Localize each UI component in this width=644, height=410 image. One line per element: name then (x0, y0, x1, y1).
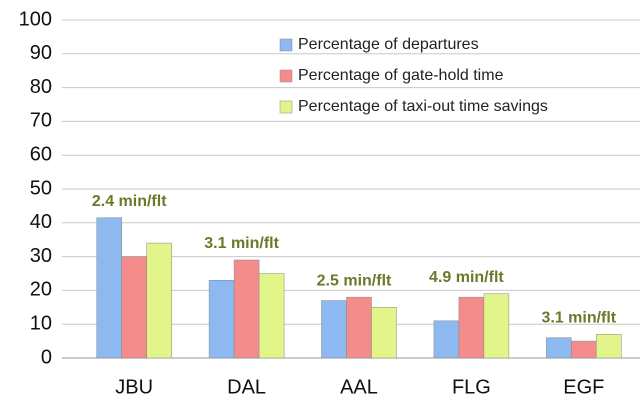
annotation: 2.4 min/flt (92, 193, 167, 210)
bar (121, 256, 147, 359)
y-tick-label: 100 (19, 8, 52, 30)
x-tick-label: EGF (563, 376, 604, 398)
bar (233, 259, 260, 359)
bar (596, 334, 622, 359)
legend-label: Percentage of departures (298, 36, 479, 53)
bar (208, 280, 235, 359)
bar (96, 217, 122, 359)
annotation: 4.9 min/flt (429, 269, 504, 286)
bar (346, 296, 372, 359)
y-tick-label: 50 (30, 177, 52, 199)
y-tick-label: 20 (30, 279, 52, 301)
legend-label: Percentage of gate-hold time (298, 67, 504, 84)
bar (321, 300, 347, 359)
bar (546, 337, 572, 359)
legend-label: Percentage of taxi-out time savings (298, 98, 548, 115)
annotation: 2.5 min/flt (317, 272, 392, 289)
legend-swatch (279, 38, 293, 52)
bar (571, 340, 597, 359)
bar (458, 296, 485, 359)
bar (483, 293, 510, 359)
y-tick-label: 30 (30, 245, 52, 267)
y-tick-label: 70 (30, 110, 52, 132)
bar (258, 273, 285, 359)
y-tick-label: 40 (30, 211, 52, 233)
annotation: 3.1 min/flt (204, 235, 279, 252)
bar (371, 307, 397, 359)
y-tick-label: 80 (30, 76, 52, 98)
y-tick-label: 60 (30, 143, 52, 165)
legend-swatch (279, 69, 293, 83)
x-tick-label: FLG (452, 376, 491, 398)
bar (433, 320, 460, 359)
x-tick-label: DAL (227, 376, 266, 398)
x-tick-label: JBU (115, 376, 153, 398)
y-tick-label: 0 (41, 346, 52, 368)
x-tick-label: AAL (340, 376, 378, 398)
legend-swatch (279, 100, 293, 114)
bar (146, 242, 172, 359)
y-tick-label: 10 (30, 312, 52, 334)
annotation: 3.1 min/flt (541, 310, 616, 327)
y-tick-label: 90 (30, 42, 52, 64)
